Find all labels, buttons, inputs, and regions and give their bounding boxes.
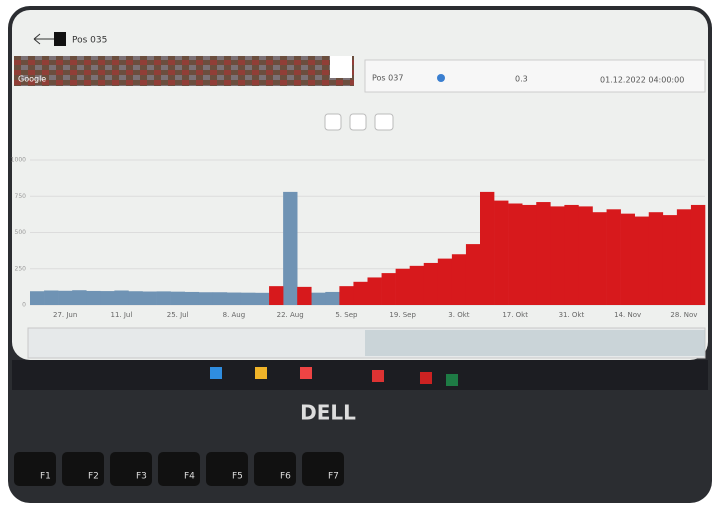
- bar: [339, 286, 353, 305]
- bar: [100, 291, 114, 305]
- bar: [86, 291, 100, 305]
- pos-icon: [54, 32, 66, 46]
- x-tick-label: 3. Okt: [448, 311, 469, 319]
- x-tick-label: 27. Jun: [53, 311, 77, 319]
- keyboard: F1 F2 F3 F4 F5 F6 F7: [14, 452, 344, 486]
- bar: [635, 217, 649, 305]
- bar: [607, 209, 621, 305]
- map-texture: [14, 56, 354, 86]
- bar: [621, 214, 635, 305]
- taskbar: [12, 360, 708, 390]
- bar: [157, 291, 171, 305]
- y-tick-label: 1000: [11, 157, 26, 164]
- x-tick-label: 31. Okt: [559, 311, 585, 319]
- bar: [691, 205, 705, 305]
- filezilla-icon[interactable]: [420, 372, 432, 384]
- bar: [44, 291, 58, 306]
- bar: [494, 201, 508, 305]
- x-tick-label: 8. Aug: [223, 311, 246, 319]
- x-tick-label: 14. Nov: [614, 311, 641, 319]
- bar: [508, 204, 522, 306]
- bar: [185, 292, 199, 305]
- bar: [536, 202, 550, 305]
- brand-logo: DELL: [300, 401, 356, 425]
- x-tick-label: 25. Jul: [167, 311, 189, 319]
- y-tick-label: 750: [15, 193, 27, 200]
- status-value: 0.3: [515, 75, 528, 84]
- bar: [578, 206, 592, 305]
- x-tick-label: 17. Okt: [502, 311, 528, 319]
- bar: [353, 282, 367, 305]
- bar: [410, 266, 424, 305]
- bar: [72, 290, 86, 305]
- y-tick-label: 250: [15, 265, 27, 272]
- status-dot: [437, 74, 445, 82]
- key-label: F6: [280, 472, 291, 482]
- bar: [452, 254, 466, 305]
- settings-button[interactable]: [325, 114, 341, 130]
- key-label: F3: [136, 472, 147, 482]
- bar: [114, 291, 128, 306]
- x-tick-label: 11. Jul: [111, 311, 133, 319]
- key-label: F5: [232, 472, 243, 482]
- bar: [58, 291, 72, 305]
- bar: [677, 209, 691, 305]
- map-label: Google: [18, 75, 46, 84]
- bar: [171, 292, 185, 305]
- start-icon[interactable]: [210, 367, 222, 379]
- key-label: F4: [184, 472, 195, 482]
- key-label: F7: [328, 472, 339, 482]
- bar: [368, 277, 382, 305]
- y-tick-label: 0: [22, 302, 26, 309]
- x-tick-label: 5. Sep: [335, 311, 358, 319]
- bar: [213, 292, 227, 305]
- header-title: Pos 035: [72, 36, 107, 46]
- bar: [522, 205, 536, 305]
- x-tick-label: 28. Nov: [670, 311, 697, 319]
- bar: [255, 293, 269, 305]
- zoom-button[interactable]: [330, 56, 352, 78]
- bar: [325, 292, 339, 305]
- x-tick-label: 22. Aug: [277, 311, 304, 319]
- bar: [297, 287, 311, 305]
- bar: [128, 291, 142, 305]
- app-icon[interactable]: [372, 370, 384, 382]
- bar: [550, 206, 564, 305]
- bar: [199, 292, 213, 305]
- bar: [593, 212, 607, 305]
- bar: [438, 259, 452, 305]
- bar: [311, 293, 325, 305]
- download-button[interactable]: [375, 114, 393, 130]
- bar: [30, 291, 44, 305]
- bar: [241, 293, 255, 305]
- bar: [424, 263, 438, 305]
- bar: [480, 192, 494, 305]
- bar: [227, 293, 241, 305]
- bar: [396, 269, 410, 305]
- folder-icon[interactable]: [255, 367, 267, 379]
- bar: [269, 286, 283, 305]
- navigator-selection: [365, 330, 705, 356]
- page: Pos 035 Google Pos 037 0.3 01.12.2022 04…: [0, 0, 720, 509]
- y-tick-label: 500: [15, 229, 27, 236]
- status-timestamp: 01.12.2022 04:00:00: [600, 76, 684, 85]
- calendar-button[interactable]: [350, 114, 366, 130]
- bar: [143, 292, 157, 305]
- status-name: Pos 037: [372, 74, 403, 83]
- excel-icon[interactable]: [446, 374, 458, 386]
- bar: [564, 205, 578, 305]
- browser-icon[interactable]: [300, 367, 312, 379]
- key-label: F2: [88, 472, 99, 482]
- bar: [649, 212, 663, 305]
- bar: [283, 192, 297, 305]
- bar: [466, 244, 480, 305]
- photo: Pos 035 Google Pos 037 0.3 01.12.2022 04…: [0, 0, 720, 509]
- x-tick-label: 19. Sep: [389, 311, 416, 319]
- bar: [663, 215, 677, 305]
- bar: [382, 273, 396, 305]
- key-label: F1: [40, 472, 51, 482]
